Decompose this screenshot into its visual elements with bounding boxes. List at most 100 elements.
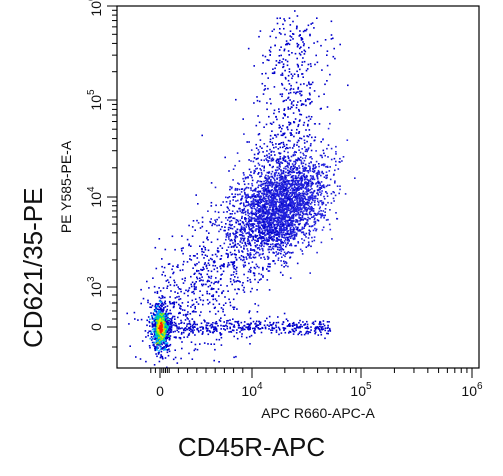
data-point — [213, 328, 215, 331]
data-point — [266, 159, 268, 162]
data-point — [273, 192, 275, 194]
data-point — [147, 299, 149, 302]
data-point — [265, 219, 267, 221]
data-point — [193, 320, 195, 323]
data-point — [187, 318, 189, 320]
data-point — [227, 228, 230, 231]
data-point — [271, 230, 274, 233]
data-point — [250, 322, 252, 324]
data-point — [289, 123, 292, 125]
data-point — [251, 223, 253, 225]
data-point — [307, 123, 309, 126]
data-point — [220, 267, 222, 270]
data-point — [297, 158, 299, 161]
data-point — [274, 196, 276, 198]
data-point — [282, 227, 285, 230]
data-point — [255, 263, 258, 266]
data-point — [288, 186, 290, 189]
data-point — [274, 245, 276, 248]
data-point — [288, 209, 291, 212]
data-point — [305, 191, 307, 193]
data-point — [268, 315, 271, 318]
data-point — [292, 167, 294, 170]
data-point — [310, 326, 312, 328]
data-point — [289, 324, 291, 326]
data-point — [259, 217, 261, 220]
data-point — [232, 242, 234, 244]
data-point — [188, 243, 190, 245]
data-point — [281, 208, 284, 210]
data-point — [257, 240, 259, 243]
data-point — [282, 242, 285, 244]
data-point — [283, 167, 285, 170]
data-point — [192, 290, 195, 293]
data-point — [207, 270, 210, 272]
data-point — [224, 226, 226, 228]
data-point — [278, 194, 280, 196]
data-point — [282, 198, 285, 200]
data-point — [307, 327, 310, 330]
density-core-point — [154, 322, 156, 325]
data-point — [258, 279, 261, 281]
data-point — [264, 88, 267, 90]
data-point — [293, 207, 296, 210]
density-core-point — [170, 329, 173, 331]
data-point — [262, 192, 264, 195]
data-point — [238, 280, 240, 282]
data-point — [293, 160, 295, 163]
data-point — [251, 176, 253, 179]
data-point — [201, 253, 204, 256]
data-point — [290, 235, 293, 237]
density-core-point — [154, 316, 157, 318]
data-point — [294, 194, 296, 196]
data-point — [181, 269, 184, 271]
data-point — [188, 320, 191, 322]
data-point — [306, 213, 309, 216]
data-point — [293, 91, 295, 94]
data-point — [242, 329, 244, 331]
data-point — [311, 100, 313, 103]
data-point — [344, 193, 347, 195]
data-point — [300, 176, 302, 178]
data-point — [283, 312, 286, 315]
data-point — [286, 200, 289, 202]
data-point — [176, 329, 178, 332]
data-point — [282, 201, 284, 203]
data-point — [207, 327, 209, 330]
data-point — [172, 272, 174, 275]
data-point — [289, 201, 291, 203]
data-point — [258, 100, 261, 103]
data-point — [305, 99, 307, 101]
data-point — [323, 185, 325, 188]
data-point — [258, 190, 260, 193]
data-point — [283, 266, 285, 268]
data-point — [243, 286, 245, 289]
data-point — [308, 205, 311, 208]
data-point — [283, 329, 285, 331]
data-point — [317, 180, 320, 183]
data-point — [296, 179, 298, 182]
data-point — [202, 331, 204, 333]
data-point — [320, 210, 322, 212]
data-point — [247, 217, 250, 220]
density-core-point — [171, 302, 174, 304]
data-point — [270, 46, 272, 49]
data-point — [283, 240, 286, 242]
data-point — [235, 219, 238, 221]
data-point — [259, 226, 261, 228]
data-point — [275, 184, 278, 187]
data-point — [289, 204, 291, 206]
data-point — [309, 191, 312, 194]
data-point — [256, 235, 259, 237]
density-core-point — [170, 318, 173, 320]
data-point — [173, 321, 176, 324]
data-point — [262, 236, 265, 238]
data-point — [264, 320, 266, 322]
data-point — [264, 239, 267, 242]
data-point — [296, 203, 299, 205]
data-point — [291, 194, 293, 196]
data-point — [294, 195, 297, 198]
data-point — [285, 204, 287, 206]
data-point — [278, 227, 281, 230]
data-point — [206, 299, 209, 301]
